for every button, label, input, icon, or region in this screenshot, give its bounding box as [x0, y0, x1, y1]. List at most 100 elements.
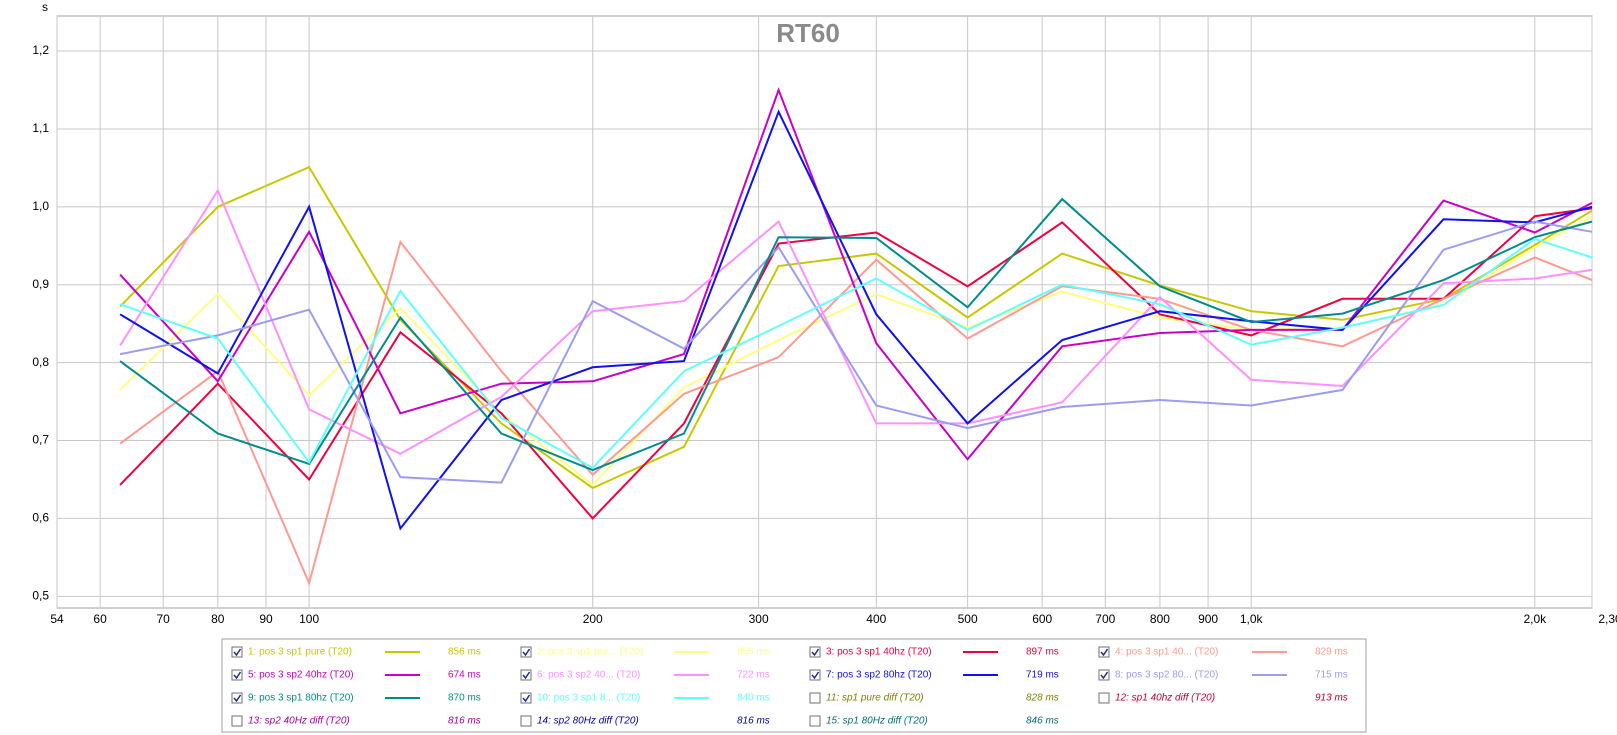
- legend-label: 12: sp1 40hz diff (T20): [1115, 693, 1215, 704]
- legend-check: [522, 671, 531, 680]
- legend-checkbox[interactable]: [231, 692, 243, 704]
- chart-title: RT60: [776, 18, 840, 48]
- x-tick-label: 300: [749, 612, 769, 626]
- legend-check: [522, 694, 531, 703]
- legend-check: [811, 648, 820, 657]
- legend-label: 7: pos 3 sp2 80hz (T20): [826, 670, 932, 681]
- legend-check: [1100, 648, 1109, 657]
- series-line: [119, 207, 1593, 520]
- legend-check: [233, 648, 242, 657]
- legend-checkbox[interactable]: [520, 692, 532, 704]
- y-unit: s: [42, 0, 48, 14]
- x-tick-label: 60: [93, 612, 107, 626]
- legend-check: [811, 671, 820, 680]
- legend-label: 5: pos 3 sp2 40hz (T20): [248, 670, 354, 681]
- y-tick-label: 1,1: [32, 121, 49, 135]
- legend-value: 897 ms: [1026, 647, 1059, 658]
- y-tick-label: 0,6: [32, 511, 49, 525]
- legend-value: 816 ms: [448, 716, 481, 727]
- legend-value: 913 ms: [1315, 693, 1348, 704]
- x-tick-label: 500: [958, 612, 978, 626]
- x-tick-label: 80: [211, 612, 225, 626]
- series-line: [119, 197, 1593, 472]
- legend-label: 6: pos 3 sp2 40... (T20): [537, 670, 640, 681]
- legend-label: 1: pos 3 sp1 pure (T20): [248, 647, 352, 658]
- legend-value: 840 ms: [737, 693, 770, 704]
- y-tick-label: 1,0: [32, 199, 49, 213]
- x-tick-label: 900: [1198, 612, 1218, 626]
- legend-entry[interactable]: 3: pos 3 sp1 40hz (T20) 897 ms: [809, 646, 1059, 658]
- legend-checkbox[interactable]: [231, 646, 243, 658]
- y-tick-label: 0,8: [32, 355, 49, 369]
- legend-entry[interactable]: 4: pos 3 sp1 40... (T20) 829 ms: [1098, 646, 1348, 658]
- legend-entry[interactable]: 9: pos 3 sp1 80hz (T20) 870 ms: [231, 692, 481, 704]
- legend-value: 828 ms: [1026, 693, 1059, 704]
- legend-checkbox[interactable]: [231, 669, 243, 681]
- legend-check: [1100, 671, 1109, 680]
- grid: [56, 16, 1593, 608]
- legend-entry[interactable]: 10: pos 3 sp1 8... (T20) 840 ms: [520, 692, 770, 704]
- legend-entry[interactable]: 14: sp2 80Hz diff (T20) 816 ms: [520, 715, 770, 727]
- legend-checkbox[interactable]: [520, 715, 532, 727]
- legend-value: 846 ms: [1026, 716, 1059, 727]
- legend-checkbox[interactable]: [809, 646, 821, 658]
- series-line: [119, 87, 1593, 461]
- legend-checkbox[interactable]: [809, 692, 821, 704]
- legend-checkbox[interactable]: [1098, 669, 1110, 681]
- legend-value: 856 ms: [448, 647, 481, 658]
- y-tick-label: 0,5: [32, 588, 49, 602]
- legend-entry[interactable]: 11: sp1 pure diff (T20) 828 ms: [809, 692, 1059, 704]
- legend-label: 11: sp1 pure diff (T20): [826, 693, 924, 704]
- legend-value: 829 ms: [1315, 647, 1348, 658]
- legend-entry[interactable]: 8: pos 3 sp2 80... (T20) 715 ms: [1098, 669, 1348, 681]
- x-tick-label: 700: [1095, 612, 1115, 626]
- legend-label: 4: pos 3 sp1 40... (T20): [1115, 647, 1218, 658]
- legend-label: 2: pos 3 sp1 pur... (T20): [537, 647, 643, 658]
- legend-entry[interactable]: 15: sp1 80Hz diff (T20) 846 ms: [809, 715, 1059, 727]
- y-tick-label: 0,9: [32, 277, 49, 291]
- legend-value: 856 ms: [737, 647, 770, 658]
- legend-check: [233, 671, 242, 680]
- legend-checkbox[interactable]: [1098, 692, 1110, 704]
- series-line: [119, 237, 1593, 470]
- legend-entry[interactable]: 7: pos 3 sp2 80hz (T20) 719 ms: [809, 669, 1059, 681]
- x-tick-label: 70: [156, 612, 170, 626]
- legend-entry[interactable]: 12: sp1 40hz diff (T20) 913 ms: [1098, 692, 1348, 704]
- lines: [119, 87, 1593, 587]
- legend-value: 719 ms: [1026, 670, 1059, 681]
- x-tick-label: 200: [583, 612, 603, 626]
- y-tick-label: 1,2: [32, 43, 49, 57]
- legend-checkbox[interactable]: [520, 646, 532, 658]
- y-tick-label: 0,7: [32, 433, 49, 447]
- series-line: [119, 220, 1593, 484]
- legend-check: [522, 648, 531, 657]
- legend-checkbox[interactable]: [520, 669, 532, 681]
- legend-entry[interactable]: 13: sp2 40Hz diff (T20) 816 ms: [231, 715, 481, 727]
- x-tick-label: 2,0k: [1523, 612, 1547, 626]
- series-line: [119, 188, 1593, 455]
- legend-value: 816 ms: [737, 716, 770, 727]
- legend-entry[interactable]: 2: pos 3 sp1 pur... (T20) 856 ms: [520, 646, 770, 658]
- legend-box: [221, 638, 1367, 733]
- series-line: [119, 239, 1593, 587]
- legend-value: 674 ms: [448, 670, 481, 681]
- legend-checkbox[interactable]: [1098, 646, 1110, 658]
- legend-checkbox[interactable]: [809, 669, 821, 681]
- legend-value: 715 ms: [1315, 670, 1348, 681]
- x-tick-label: 800: [1150, 612, 1170, 626]
- legend-checkbox[interactable]: [231, 715, 243, 727]
- x-tick-label: 54: [50, 612, 64, 626]
- x-tick-label: 2,30k Hz: [1598, 612, 1617, 626]
- legend-checkbox[interactable]: [809, 715, 821, 727]
- x-tick-label: 1,0k: [1240, 612, 1264, 626]
- legend-value: 722 ms: [737, 670, 770, 681]
- legend-entry[interactable]: 5: pos 3 sp2 40hz (T20) 674 ms: [231, 669, 481, 681]
- x-tick-label: 90: [259, 612, 273, 626]
- legend-check: [233, 694, 242, 703]
- legend-entry[interactable]: 6: pos 3 sp2 40... (T20) 722 ms: [520, 669, 770, 681]
- legend-entry[interactable]: 1: pos 3 sp1 pure (T20) 856 ms: [231, 646, 481, 658]
- x-tick-label: 600: [1032, 612, 1052, 626]
- legend-label: 13: sp2 40Hz diff (T20): [248, 716, 350, 727]
- legend-label: 3: pos 3 sp1 40hz (T20): [826, 647, 932, 658]
